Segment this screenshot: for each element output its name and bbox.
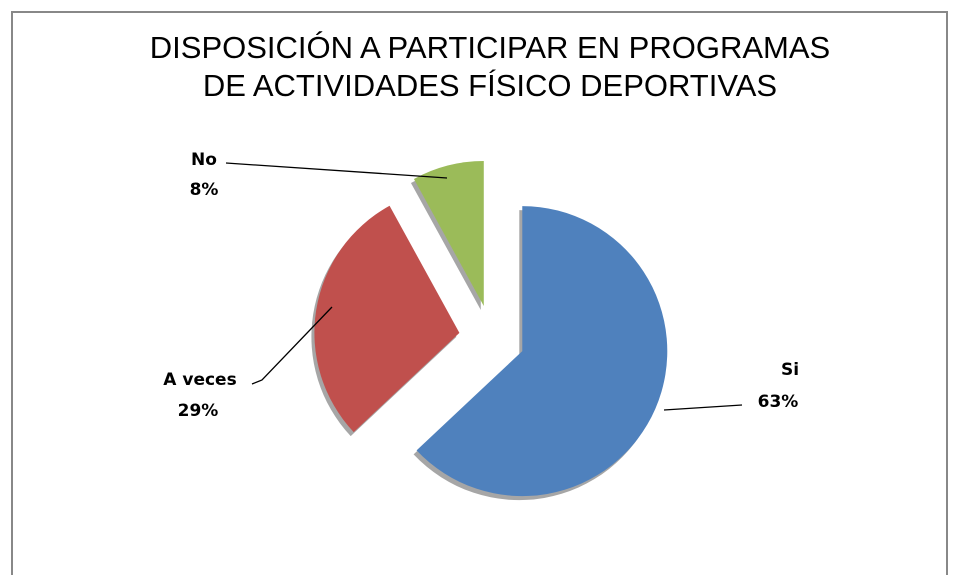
data-label-name: No	[191, 150, 217, 170]
leader-line	[251, 306, 333, 385]
data-label-name: A veces	[163, 370, 236, 390]
leader-line	[225, 162, 448, 179]
slice	[416, 206, 668, 497]
data-label-value: 29%	[178, 401, 219, 421]
slice	[314, 205, 460, 433]
data-label-name: Si	[781, 360, 799, 380]
leader-line	[663, 404, 743, 411]
data-label-value: 8%	[190, 180, 219, 200]
chart-title: DE ACTIVIDADES FÍSICO DEPORTIVAS	[203, 68, 777, 103]
chart-title: DISPOSICIÓN A PARTICIPAR EN PROGRAMAS	[150, 30, 830, 65]
slice	[413, 161, 484, 307]
pie	[311, 161, 668, 501]
data-label-value: 63%	[758, 392, 799, 412]
